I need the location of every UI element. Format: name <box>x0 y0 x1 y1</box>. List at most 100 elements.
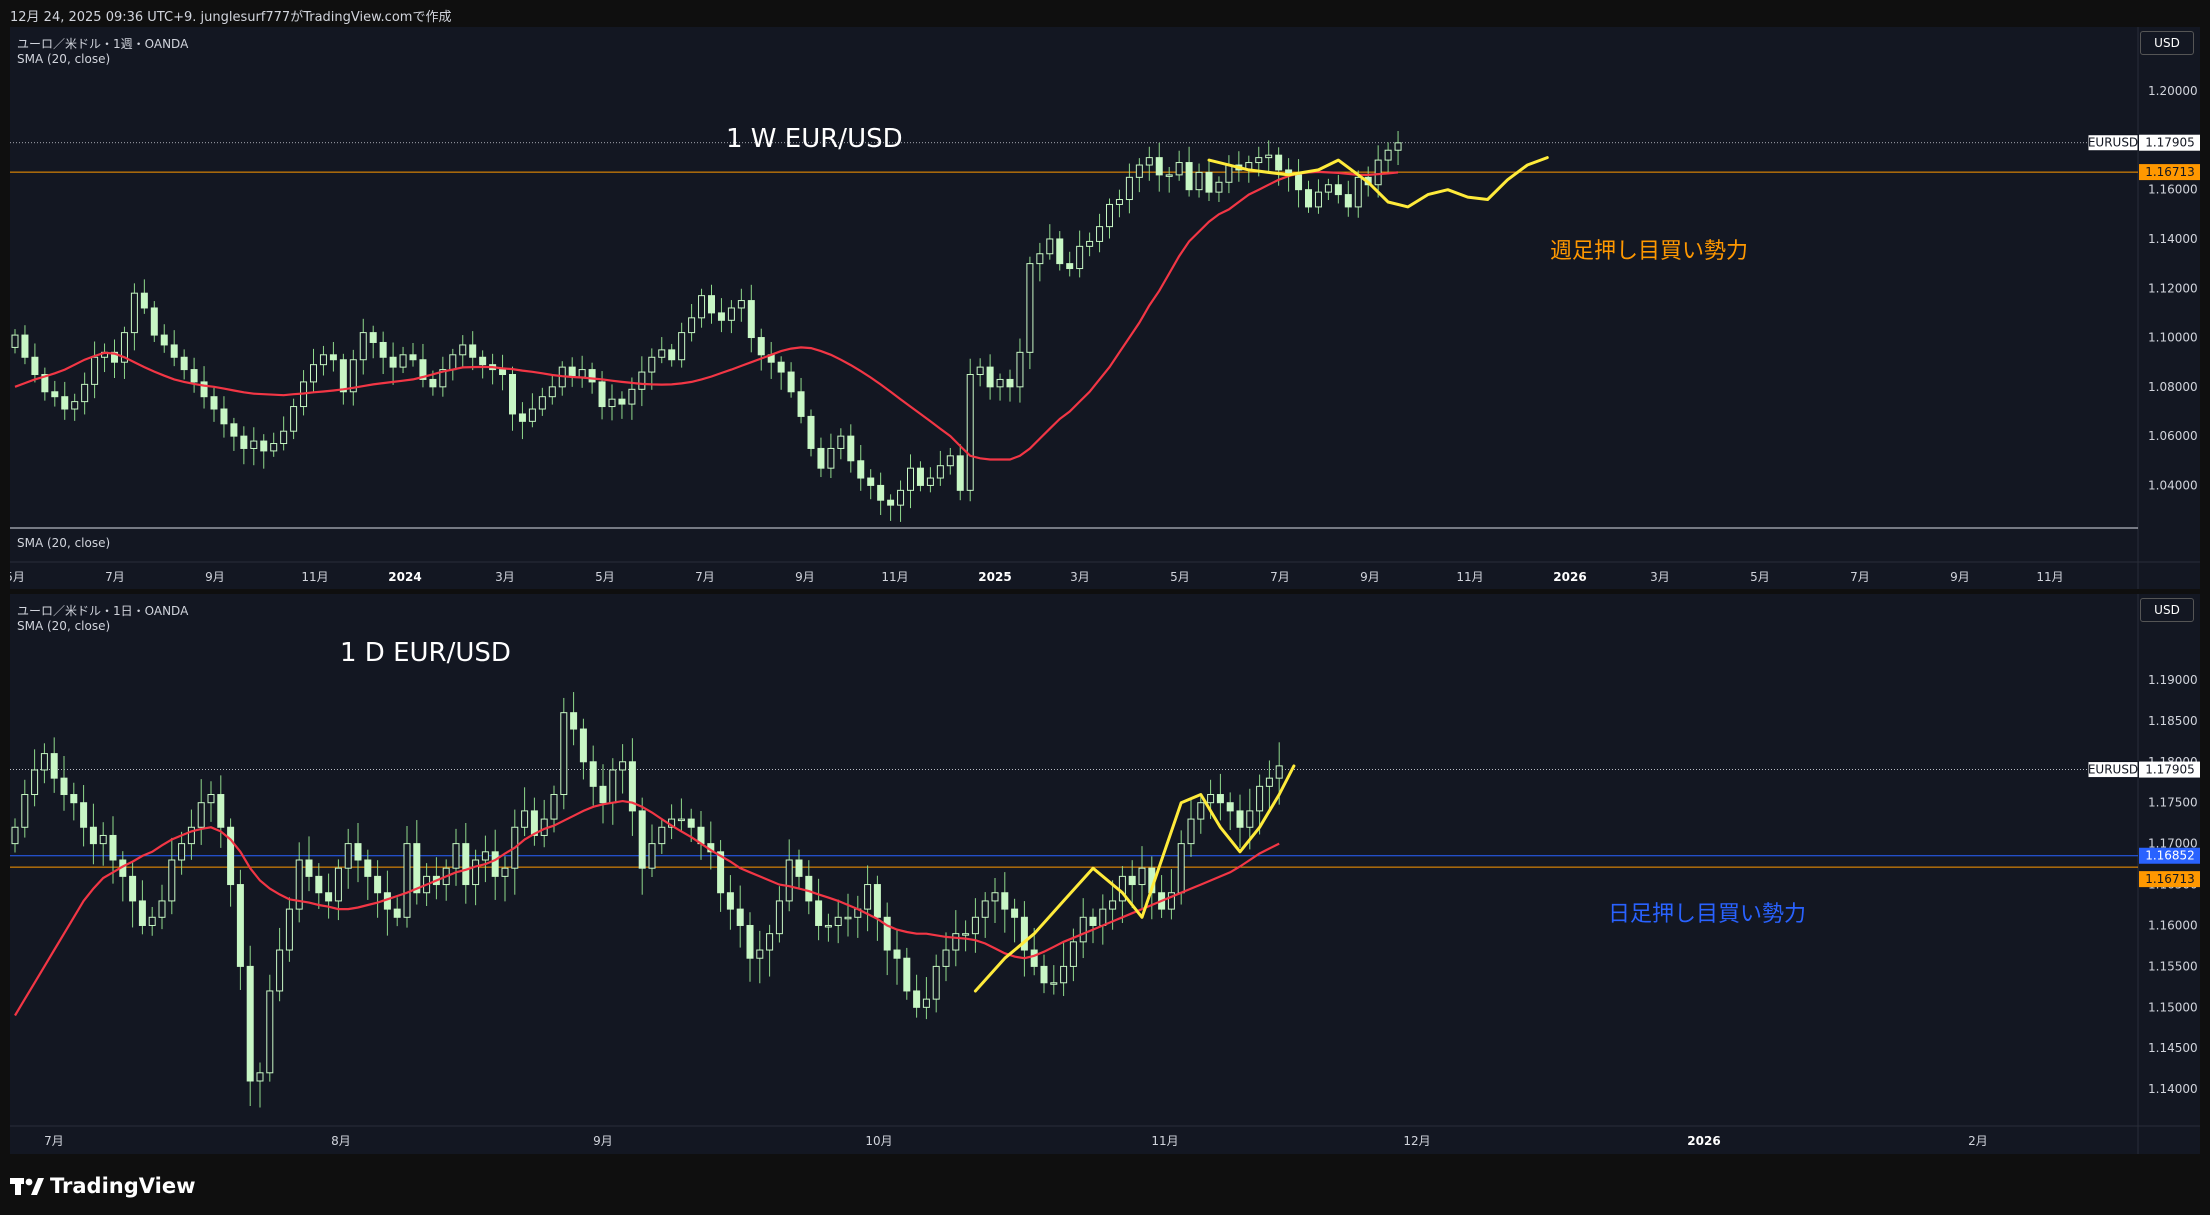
candle-body[interactable] <box>991 892 999 902</box>
candle-body[interactable] <box>550 794 558 820</box>
daily-sma-legend[interactable]: SMA (20, close) <box>17 619 111 633</box>
candle-body[interactable] <box>1145 157 1153 166</box>
candle-body[interactable] <box>130 292 138 334</box>
sma-20-line[interactable] <box>14 799 1280 1017</box>
candle-body[interactable] <box>1128 875 1136 886</box>
candle-body[interactable] <box>89 826 97 845</box>
weekly-chart-pane[interactable]: 1.04000 1.06000 1.08000 1.10000 1.12000 1.140… <box>10 27 2200 589</box>
candle-body[interactable] <box>530 810 538 836</box>
candle-body[interactable] <box>726 892 734 910</box>
candle-body[interactable] <box>170 344 178 358</box>
candle-body[interactable] <box>210 396 218 410</box>
candle-body[interactable] <box>359 332 367 361</box>
candle-body[interactable] <box>877 484 885 501</box>
candle-body[interactable] <box>1226 802 1234 812</box>
candle-body[interactable] <box>1324 184 1332 193</box>
candle-body[interactable] <box>129 875 137 902</box>
candle-body[interactable] <box>393 908 401 918</box>
candle-body[interactable] <box>140 292 148 309</box>
candle-body[interactable] <box>290 406 298 432</box>
weekly-currency-button[interactable]: USD <box>2140 31 2194 55</box>
candle-body[interactable] <box>883 916 891 951</box>
candle-body[interactable] <box>1099 908 1107 926</box>
candle-body[interactable] <box>459 344 467 356</box>
candle-body[interactable] <box>962 933 970 936</box>
candle-body[interactable] <box>148 916 156 926</box>
candle-body[interactable] <box>364 859 372 877</box>
candle-body[interactable] <box>1125 176 1133 201</box>
candle-body[interactable] <box>1060 965 1068 984</box>
candle-body[interactable] <box>462 843 470 886</box>
candle-body[interactable] <box>419 359 427 380</box>
candle-body[interactable] <box>200 381 208 398</box>
candle-body[interactable] <box>354 843 362 861</box>
candle-body[interactable] <box>687 818 695 828</box>
brand-logo[interactable]: TradingView <box>10 1174 195 1198</box>
candle-body[interactable] <box>785 859 793 902</box>
candle-body[interactable] <box>230 423 238 437</box>
candle-body[interactable] <box>429 378 437 388</box>
candle-body[interactable] <box>190 369 198 383</box>
candle-body[interactable] <box>1006 378 1014 388</box>
candle-body[interactable] <box>374 875 382 894</box>
candle-body[interactable] <box>976 366 984 376</box>
candle-body[interactable] <box>1036 253 1044 265</box>
candle-body[interactable] <box>588 369 596 383</box>
candle-body[interactable] <box>236 884 244 967</box>
candle-body[interactable] <box>1256 785 1264 812</box>
candle-body[interactable] <box>187 826 195 845</box>
candle-body[interactable] <box>1225 164 1233 183</box>
candle-body[interactable] <box>548 386 556 398</box>
candle-body[interactable] <box>1026 263 1034 353</box>
candle-body[interactable] <box>717 851 725 894</box>
candle-body[interactable] <box>579 728 587 763</box>
candle-body[interactable] <box>403 843 411 918</box>
candle-body[interactable] <box>827 447 835 469</box>
candle-body[interactable] <box>1106 203 1113 228</box>
candle-body[interactable] <box>246 965 254 1082</box>
candle-body[interactable] <box>518 413 526 422</box>
candle-body[interactable] <box>1011 908 1019 918</box>
candle-body[interactable] <box>844 916 852 920</box>
candle-body[interactable] <box>501 867 509 877</box>
candle-body[interactable] <box>120 332 128 363</box>
candle-body[interactable] <box>1096 226 1104 242</box>
candle-body[interactable] <box>31 769 39 796</box>
candle-body[interactable] <box>952 933 960 951</box>
drawn-pattern-line[interactable] <box>1207 156 1549 209</box>
candle-body[interactable] <box>746 924 754 959</box>
candle-body[interactable] <box>824 924 832 928</box>
candle-body[interactable] <box>757 337 765 356</box>
candle-body[interactable] <box>266 990 274 1074</box>
candle-body[interactable] <box>344 843 352 869</box>
candle-body[interactable] <box>1050 982 1058 985</box>
candle-body[interactable] <box>160 334 168 346</box>
candle-body[interactable] <box>658 349 666 358</box>
candle-body[interactable] <box>158 900 166 918</box>
candle-body[interactable] <box>499 369 507 376</box>
candle-body[interactable] <box>81 383 89 403</box>
candle-body[interactable] <box>971 916 979 935</box>
candle-body[interactable] <box>873 884 881 918</box>
candle-body[interactable] <box>996 378 1004 388</box>
candle-body[interactable] <box>51 391 59 398</box>
candle-body[interactable] <box>111 351 118 363</box>
candle-body[interactable] <box>21 334 29 358</box>
candle-body[interactable] <box>913 990 921 1008</box>
candle-body[interactable] <box>815 900 823 926</box>
candle-body[interactable] <box>777 361 785 373</box>
candle-body[interactable] <box>305 859 313 877</box>
candle-body[interactable] <box>717 312 725 321</box>
candle-body[interactable] <box>1089 916 1097 926</box>
candle-body[interactable] <box>609 769 617 804</box>
candle-body[interactable] <box>677 818 685 822</box>
candle-body[interactable] <box>61 396 69 410</box>
candle-body[interactable] <box>413 843 421 894</box>
candle-body[interactable] <box>787 371 795 393</box>
candle-body[interactable] <box>867 477 875 486</box>
candle-body[interactable] <box>668 349 676 361</box>
drawn-pattern-line[interactable] <box>973 764 1296 993</box>
candle-body[interactable] <box>479 356 487 366</box>
candle-body[interactable] <box>589 761 597 787</box>
candle-body[interactable] <box>903 957 911 992</box>
